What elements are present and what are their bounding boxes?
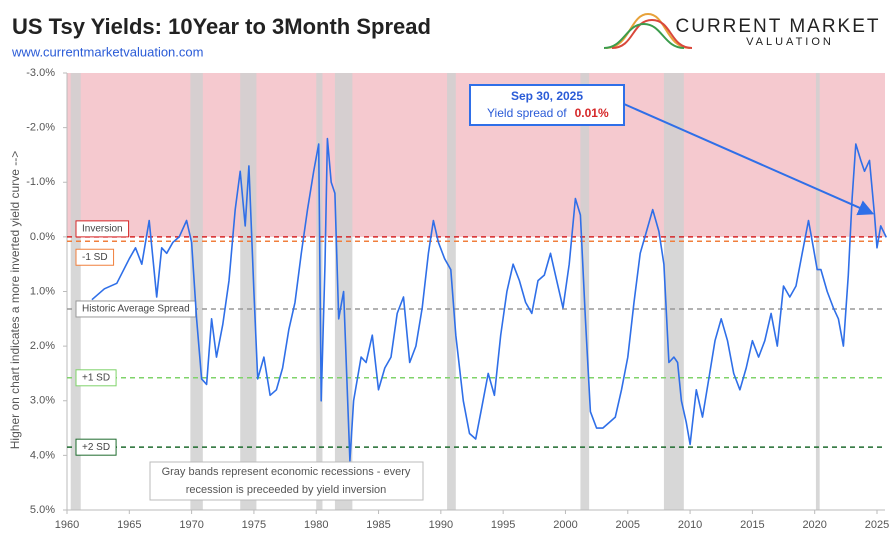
reference-label-box [75,220,130,238]
y-tick-label: -2.0% [26,122,55,134]
logo-curve [605,12,691,49]
note-text: Gray bands represent economic recessions… [162,466,411,478]
logo-curve [611,18,693,49]
note-text: recession is preceeded by yield inversio… [186,484,387,496]
reference-label: Historic Average Spread [82,304,190,315]
reference-label: Inversion [82,224,123,235]
subtitle: www.currentmarketvaluation.com [11,44,203,59]
recession-band [70,73,81,510]
reference-label-box [75,369,117,387]
y-tick-label: -1.0% [26,176,55,188]
logo: CURRENT MARKET VALUATION [603,12,881,49]
x-tick-label: 2025 [865,519,889,531]
x-tick-label: 2010 [678,519,702,531]
callout-box [469,84,625,126]
callout-arrow [623,103,875,216]
reference-label-box [75,248,115,266]
x-tick-label: 1975 [242,519,266,531]
note-box [149,461,424,501]
reference-label-box [75,438,117,456]
x-tick-label: 1990 [429,519,453,531]
recession-band [240,73,257,510]
spread-line [91,137,888,462]
y-tick-label: 4.0% [30,449,55,461]
recession-band [447,73,456,510]
y-axis-label: Higher on chart indicates a more inverte… [8,151,22,449]
x-tick-label: 1985 [366,519,390,531]
callout-date: Sep 30, 2025 [511,89,583,103]
y-tick-label: 2.0% [30,340,55,352]
logo-curve [603,22,685,49]
reference-label: +1 SD [82,372,110,383]
y-tick-label: 0.0% [30,231,55,243]
y-tick-label: -3.0% [26,67,55,79]
x-tick-label: 1970 [179,519,203,531]
y-tick-label: 3.0% [30,395,55,407]
x-tick-label: 1980 [304,519,328,531]
recession-band [815,73,820,510]
x-tick-label: 2015 [740,519,764,531]
y-tick-label: 1.0% [30,285,55,297]
callout-value: 0.01% [575,106,609,120]
logo-text: CURRENT MARKET [676,16,881,37]
reference-label: -1 SD [82,252,108,263]
y-tick-label: 5.0% [30,504,55,516]
reference-label: +2 SD [82,442,110,453]
x-tick-label: 2020 [802,519,826,531]
x-tick-label: 2005 [616,519,640,531]
chart-title: US Tsy Yields: 10Year to 3Month Spread [12,14,431,39]
x-tick-label: 2000 [553,519,577,531]
recession-band [190,73,203,510]
logo-text: VALUATION [746,36,834,48]
callout-text: Yield spread of [487,106,567,120]
x-tick-label: 1995 [491,519,515,531]
recession-band [663,73,684,510]
x-tick-label: 1960 [55,519,79,531]
x-tick-label: 1965 [117,519,141,531]
